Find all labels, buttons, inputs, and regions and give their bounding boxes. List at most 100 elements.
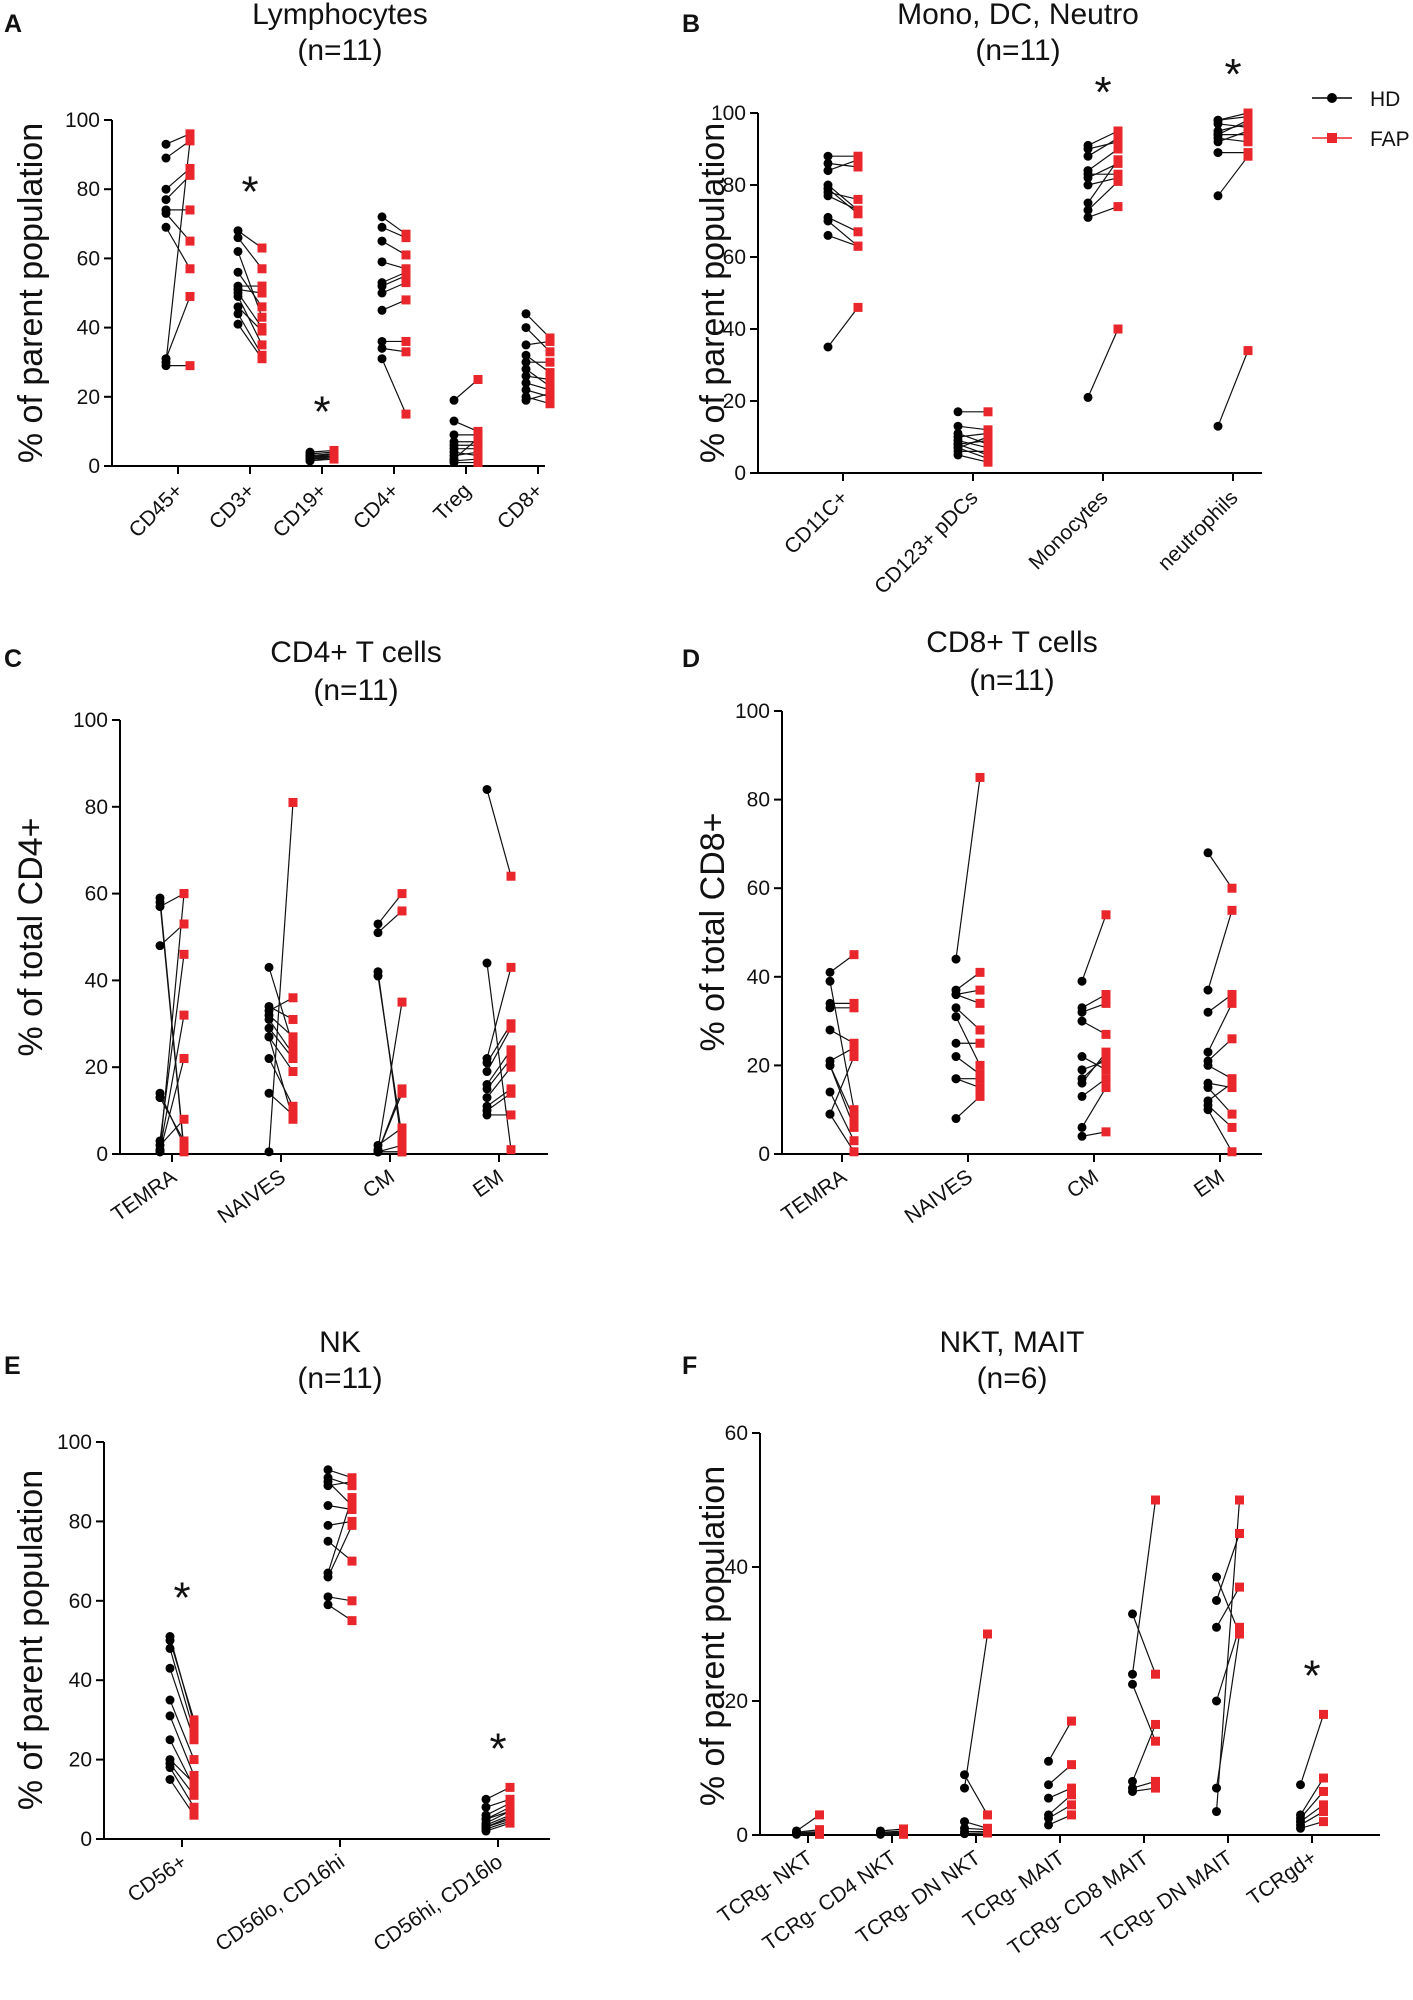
hd-point [951,1074,961,1084]
hd-point [1128,1679,1137,1689]
hd-point [264,962,274,972]
pair-line [1087,159,1119,204]
hd-point [264,1023,274,1033]
hd-point [377,281,387,291]
category-cd56lo-cd16hi: CD56lo, CD16hi [211,1465,357,1956]
hd-point [1077,1065,1087,1075]
pair-line [957,440,989,449]
hd-point [481,1826,491,1836]
hd-point [521,357,531,367]
x-tick-label: EM [1190,1165,1229,1202]
hd-point [377,222,387,232]
fap-point [983,407,993,417]
hd-point [482,958,492,968]
fap-point [975,998,985,1008]
hd-point [1083,198,1093,208]
pair-line [486,1066,512,1098]
hd-point [521,385,531,395]
y-tick-label: 80 [85,796,108,819]
pair-line [169,1640,195,1721]
fap-point [1067,1760,1076,1770]
hd-point [521,309,531,319]
fap-point [849,1003,859,1013]
pair-line [1087,206,1119,218]
hd-point [1203,1007,1213,1017]
hd-point [1128,1669,1137,1679]
fap-point [185,129,195,139]
pair-line [827,159,859,172]
pair-line [1131,1724,1157,1782]
pair-line [268,1058,294,1107]
hd-point [1083,205,1093,215]
legend: HD FAP [1312,88,1410,151]
fap-point [1101,1029,1111,1039]
pair-line [237,271,263,308]
x-tick-label: TCRgd+ [1243,1846,1321,1910]
category-cd8-: CD8+ [493,309,555,534]
fap-point [1227,1109,1237,1119]
fap-point [1113,202,1123,212]
hd-point [264,1054,274,1064]
hd-point [305,456,315,466]
x-tick-label: TCRg- CD8 MAIT [1004,1846,1153,1960]
y-axis-label: % of total CD4+ [12,817,50,1056]
fap-point [401,233,411,243]
hd-point [1213,191,1223,201]
hd-point [823,191,833,201]
y-tick-label: 20 [725,1690,748,1713]
y-tick-label: 60 [69,1590,92,1613]
category-temra: TEMRA [777,950,859,1226]
fap-point [1227,905,1237,915]
pair-line [486,967,512,1059]
hd-point [373,928,383,938]
category-cd45-: CD45+ [125,129,195,542]
panel-e: E NK(n=11) % of parent population 0 20 40 60 80… [4,1326,550,1956]
fap-point [983,1810,992,1820]
fap-point [1319,1773,1328,1783]
hd-point [481,1802,491,1812]
hd-point [823,158,833,168]
fap-point [288,1114,298,1124]
pair-line [1207,910,1233,991]
fap-point [1151,1495,1160,1505]
panel-letter: E [4,1352,21,1380]
fap-point [1235,1529,1244,1538]
hd-point [323,1481,333,1491]
pair-line [237,292,263,328]
hd-point [1077,1078,1087,1088]
hd-point [521,350,531,360]
hd-point [960,1817,969,1827]
hd-point [233,291,243,301]
fap-point [1235,1629,1244,1639]
hd-point [165,1663,175,1673]
fap-point [849,1122,859,1132]
fap-point [506,1088,516,1098]
legend-hd-label: HD [1370,88,1400,111]
pair-line [1215,1627,1241,1702]
hd-point [521,340,531,350]
fap-point [179,1114,189,1124]
hd-point [1044,1820,1053,1830]
fap-point [1067,1716,1076,1726]
pair-line [1207,1003,1233,1053]
panel-a: A Lymphocytes(n=11) % of parent population… [4,0,555,542]
chart-subtitle: (n=11) [969,664,1054,697]
significance-star: * [173,1574,190,1623]
fap-point [473,447,483,457]
chart-title: Lymphocytes [252,0,428,31]
hd-point [1212,1807,1221,1817]
x-tick-label: CM [359,1165,399,1203]
legend-hd-marker [1327,93,1337,103]
y-tick-label: 0 [734,462,746,485]
pair-line [165,213,191,242]
fap-point [1101,990,1111,1000]
hd-point [521,395,531,405]
hd-point [377,354,387,364]
hd-point [951,1003,961,1013]
pair-line [963,1633,989,1789]
x-tick-label: CD11C+ [780,486,853,559]
pair-line [1081,1087,1107,1128]
fap-point [1227,1078,1237,1088]
y-tick-label: 80 [69,1510,92,1533]
hd-point [323,1520,333,1530]
